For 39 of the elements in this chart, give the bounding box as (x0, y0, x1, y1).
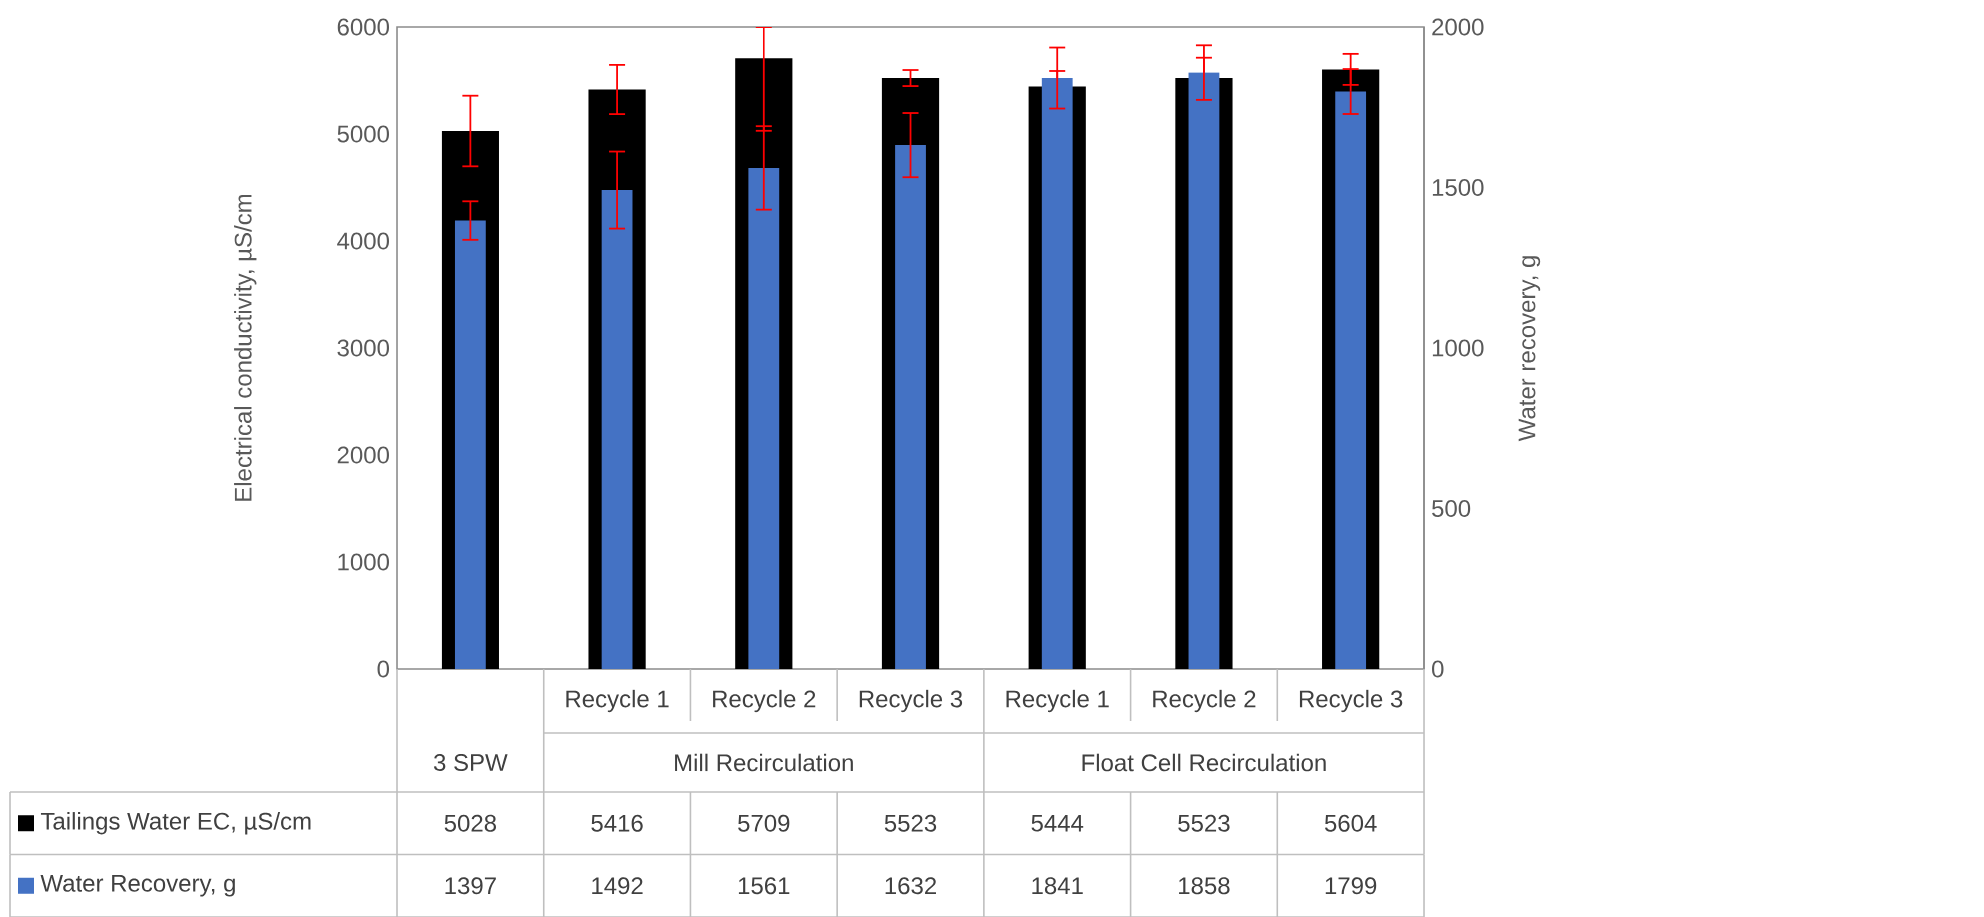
y2-tick-label: 2000 (1432, 18, 1484, 36)
data-label: 1397 (445, 877, 496, 895)
y-axis-title: Electrical conductivity, µS/cm (234, 194, 257, 501)
y-tick-label: 1000 (338, 553, 390, 571)
data-label: 1841 (1032, 877, 1083, 895)
x-tick-label: Recycle 1 (566, 689, 669, 713)
y2-tick-label: 500 (1432, 500, 1471, 517)
y-tick-label: 4000 (337, 232, 390, 250)
legend-label: Water Recovery, g (40, 875, 235, 897)
y2-tick-label: 0 (1432, 660, 1444, 678)
data-label: 1561 (738, 877, 790, 895)
y-tick-label: 3000 (337, 339, 390, 357)
y-tick-label: 2000 (337, 446, 390, 464)
legend-label: Tailings Water EC, µS/cm (40, 812, 311, 835)
data-label: 5523 (1178, 814, 1230, 832)
x-tick-label: Recycle 2 (713, 689, 816, 713)
data-label: 5604 (1324, 814, 1377, 832)
x-tick-label: Recycle 3 (859, 689, 963, 713)
y2-axis-title: Water recovery, g (1518, 256, 1541, 442)
y-tick-label: 6000 (337, 18, 390, 36)
data-label: 5444 (1031, 814, 1084, 832)
text: Float Cell Recirculation (1082, 753, 1326, 772)
x-tick-label: Recycle 1 (1006, 689, 1109, 713)
data-label: 5709 (738, 814, 790, 832)
y-tick-label: 5000 (337, 125, 390, 143)
text: Mill Recirculation (675, 753, 853, 772)
x-tick-label: Recycle 3 (1299, 689, 1403, 713)
x-tick-label: Recycle 2 (1153, 689, 1256, 713)
data-label: 5523 (884, 814, 937, 832)
y2-tick-label: 1000 (1432, 339, 1484, 357)
y2-tick-label: 1500 (1432, 179, 1484, 196)
data-label: 1632 (885, 877, 936, 895)
y-tick-label: 0 (377, 660, 390, 678)
data-label: 5416 (591, 814, 643, 832)
data-label: 1858 (1179, 877, 1230, 895)
data-label: 5028 (444, 814, 496, 832)
text: 3 SPW (433, 754, 508, 771)
data-label: 1799 (1325, 877, 1377, 895)
data-label: 1492 (592, 877, 643, 895)
